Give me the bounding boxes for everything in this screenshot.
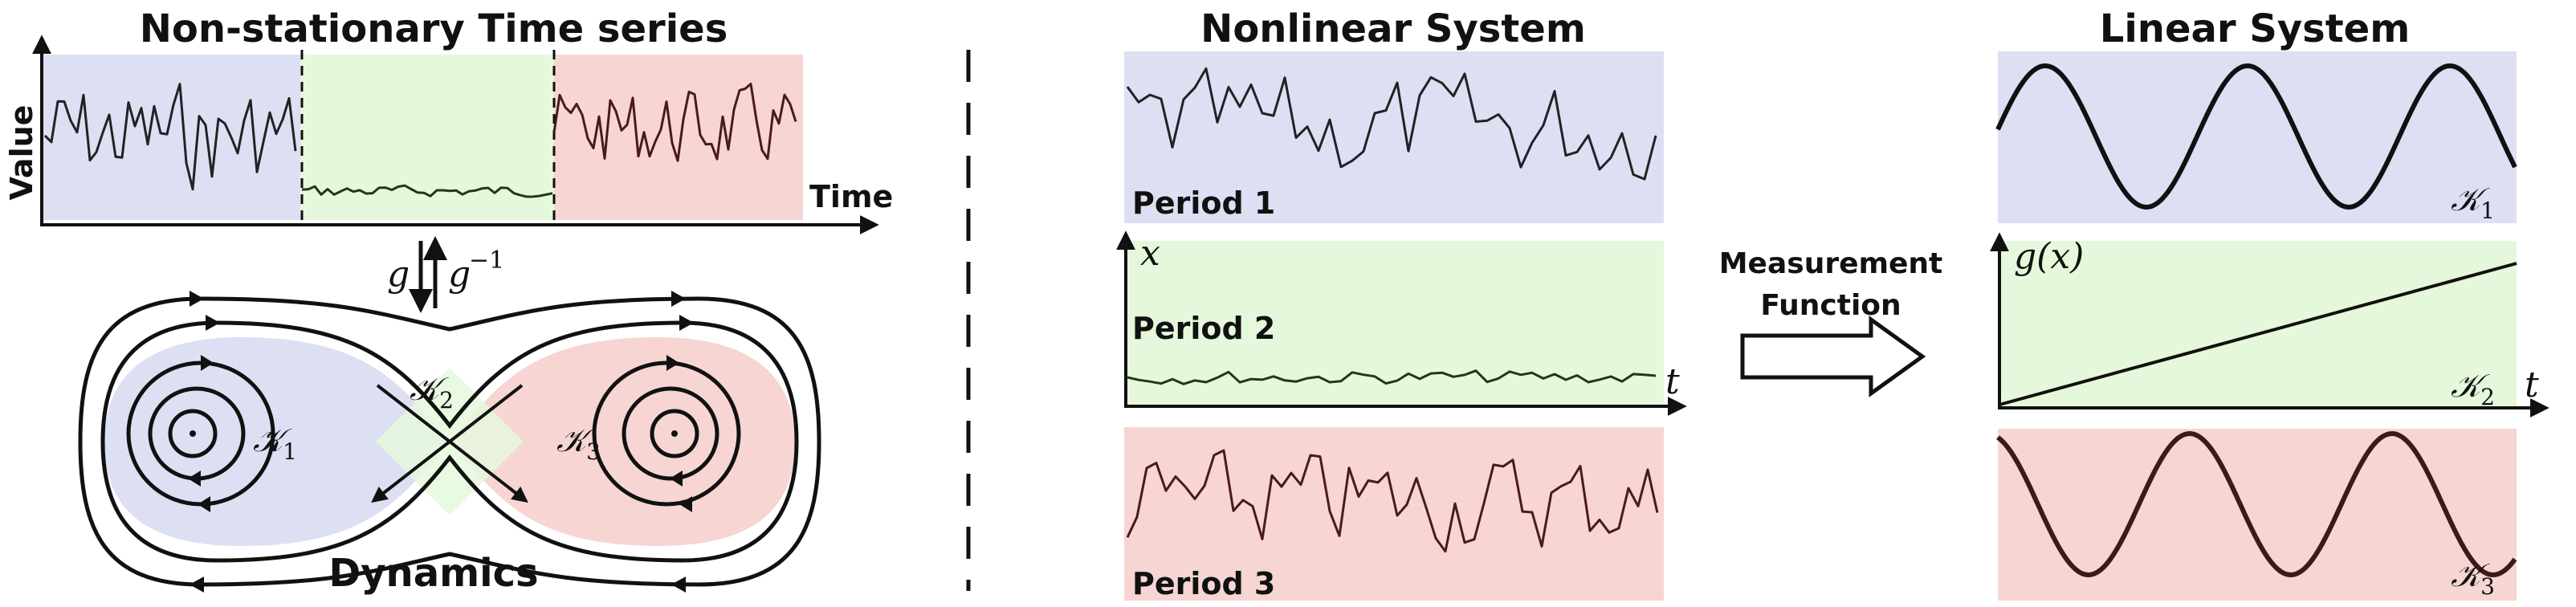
t-axis-symbol: t bbox=[1665, 361, 1680, 402]
separatrix-b bbox=[371, 384, 524, 503]
period1-label: Period 1 bbox=[1132, 185, 1275, 221]
time-axis-label: Time bbox=[809, 179, 893, 214]
flow-arrowhead bbox=[679, 315, 694, 331]
time-series-red bbox=[552, 83, 797, 162]
left-panel: Non-stationary Time series Value Time g … bbox=[4, 6, 893, 596]
measurement-arrow bbox=[1740, 316, 1926, 397]
flow-arrowhead bbox=[206, 315, 220, 331]
function-label: Function bbox=[1760, 289, 1901, 322]
ginv-label: g bbox=[448, 254, 471, 295]
k2-linear-line bbox=[1999, 262, 2517, 406]
flow-arrowhead bbox=[201, 355, 214, 371]
linear-title: Linear System bbox=[2100, 6, 2410, 51]
red-fixed-point bbox=[671, 430, 678, 437]
period3-signal bbox=[1126, 449, 1659, 553]
left-title: Non-stationary Time series bbox=[140, 6, 728, 51]
flow-arrowhead bbox=[670, 471, 683, 487]
period2-label: Period 2 bbox=[1132, 311, 1275, 346]
k3-region bbox=[1998, 429, 2517, 601]
value-axis-label: Value bbox=[4, 105, 39, 201]
flow-arrowhead bbox=[666, 355, 679, 371]
blue-period-region bbox=[42, 55, 300, 220]
middle-panel: Nonlinear System Period 1 Period 2 Perio… bbox=[1116, 6, 1687, 601]
flow-arrowhead bbox=[188, 471, 201, 487]
flow-arrowhead bbox=[671, 576, 686, 593]
blue-orbit-inner bbox=[168, 409, 218, 458]
k1-sine-wave bbox=[1995, 63, 2517, 210]
measurement-label: Measurement bbox=[1719, 247, 1943, 280]
blue-fixed-point bbox=[190, 430, 196, 437]
k3-sine-wave bbox=[1996, 431, 2517, 577]
period1-signal bbox=[1126, 67, 1657, 181]
period2-signal bbox=[1127, 369, 1657, 385]
nonlinear-title: Nonlinear System bbox=[1200, 6, 1586, 51]
flow-arrowhead bbox=[190, 291, 204, 307]
flow-arrowhead bbox=[679, 496, 692, 512]
mid-flow-curve bbox=[100, 320, 799, 563]
red-period-region bbox=[554, 55, 803, 220]
red-basin bbox=[450, 337, 795, 546]
red-orbit-inner bbox=[650, 409, 699, 458]
flow-arrowhead bbox=[671, 291, 686, 307]
g-label: g bbox=[387, 254, 410, 295]
k1-region bbox=[1998, 51, 2517, 223]
time-series-green bbox=[301, 184, 553, 198]
measurement-arrow-group: Measurement Function bbox=[1719, 247, 1943, 397]
dynamics-title: Dynamics bbox=[328, 551, 538, 596]
x-axis-symbol: x bbox=[1140, 233, 1160, 274]
time-series-blue bbox=[43, 83, 297, 191]
outer-flow-curve bbox=[78, 296, 821, 587]
right-panel: Linear System g(x) t 𝒦1 𝒦2 𝒦3 bbox=[1990, 6, 2550, 601]
ginv-exponent: −1 bbox=[469, 246, 504, 275]
gx-axis-label: g(x) bbox=[2014, 236, 2084, 277]
period3-label: Period 3 bbox=[1132, 566, 1275, 601]
right-t-axis-label: t bbox=[2525, 365, 2539, 405]
period1-region bbox=[1124, 51, 1664, 223]
phase-portrait bbox=[78, 291, 821, 593]
flow-arrowhead bbox=[190, 576, 204, 593]
flow-arrowhead bbox=[198, 496, 210, 512]
